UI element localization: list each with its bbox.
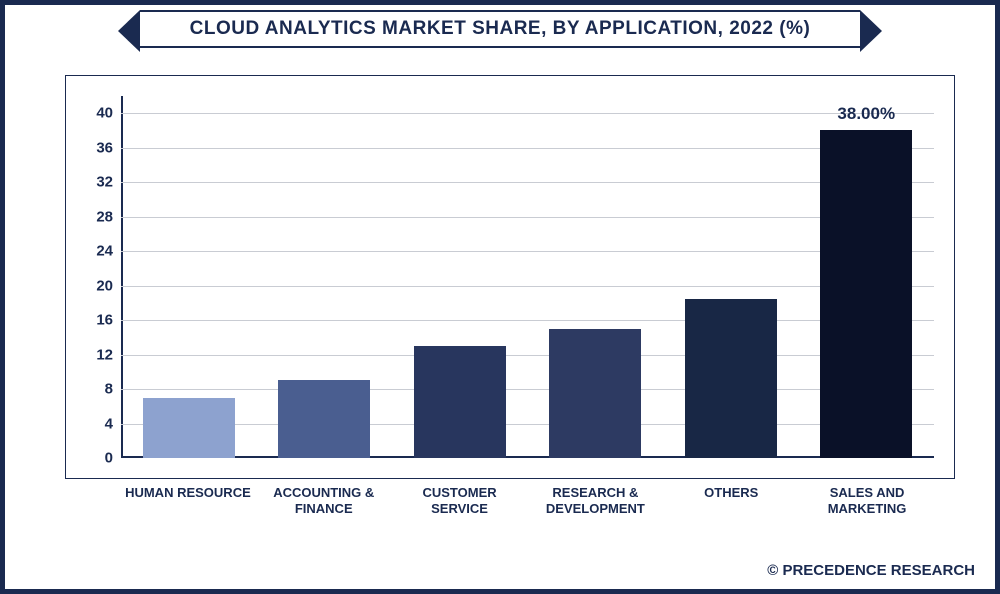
bar: 38.00% — [820, 130, 912, 458]
x-axis-labels: HUMAN RESOURCEACCOUNTING & FINANCECUSTOM… — [120, 481, 935, 518]
bar — [143, 398, 235, 458]
x-axis-label: CUSTOMER SERVICE — [392, 481, 528, 518]
bar-slot: 38.00% — [799, 96, 935, 458]
bar — [549, 329, 641, 458]
x-axis-label: ACCOUNTING & FINANCE — [256, 481, 392, 518]
y-tick-label: 0 — [105, 450, 121, 467]
bar-slot — [392, 96, 528, 458]
x-axis-label: RESEARCH & DEVELOPMENT — [527, 481, 663, 518]
bar — [685, 299, 777, 458]
x-axis-label: SALES AND MARKETING — [799, 481, 935, 518]
bar-slot — [663, 96, 799, 458]
y-tick-label: 12 — [96, 346, 121, 363]
y-tick-label: 24 — [96, 243, 121, 260]
bar-value-label: 38.00% — [837, 104, 895, 130]
y-tick-label: 8 — [105, 381, 121, 398]
bar-slot — [257, 96, 393, 458]
y-tick-label: 28 — [96, 208, 121, 225]
x-axis-label: HUMAN RESOURCE — [120, 481, 256, 518]
y-tick-label: 20 — [96, 277, 121, 294]
y-tick-label: 4 — [105, 415, 121, 432]
plot-area: 0481216202428323640 38.00% — [121, 96, 934, 458]
bar-slot — [121, 96, 257, 458]
y-tick-label: 40 — [96, 105, 121, 122]
x-axis-label: OTHERS — [663, 481, 799, 518]
y-tick-label: 16 — [96, 312, 121, 329]
bar — [278, 380, 370, 458]
chart-title: CLOUD ANALYTICS MARKET SHARE, BY APPLICA… — [140, 10, 861, 48]
y-tick-label: 32 — [96, 174, 121, 191]
attribution-text: © PRECEDENCE RESEARCH — [767, 562, 975, 579]
y-tick-label: 36 — [96, 139, 121, 156]
bars-group: 38.00% — [121, 96, 934, 458]
title-bar: CLOUD ANALYTICS MARKET SHARE, BY APPLICA… — [5, 5, 995, 53]
bar-slot — [528, 96, 664, 458]
bar — [414, 346, 506, 458]
chart-container: 0 4 8 12 16 20 24 28 32 36 40 38.00% — [65, 75, 955, 479]
